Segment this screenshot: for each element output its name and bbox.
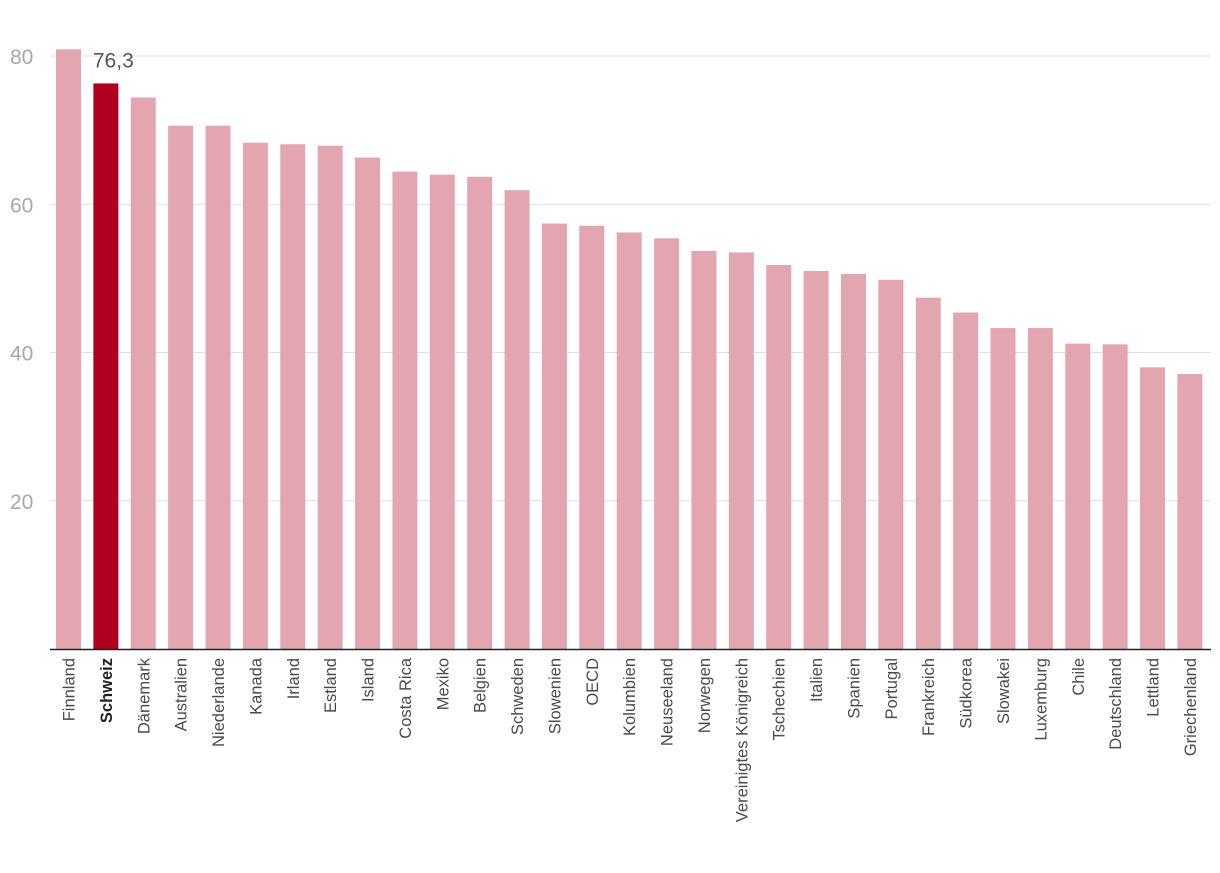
x-tick-label: OECD [584,658,602,706]
x-tick-label: Vereinigtes Königreich [733,658,751,822]
bar [616,232,642,650]
x-tick-label: Lettland [1145,658,1163,717]
x-tick-label: Kolumbien [621,658,639,736]
y-tick-label: 60 [10,194,33,217]
bar [1102,344,1128,649]
bar [654,238,680,649]
bar [1027,328,1053,649]
bar [168,125,194,650]
bar [317,145,343,649]
bar [242,142,268,649]
bar [392,171,418,649]
bar [93,83,119,649]
x-tick-label: Mexiko [434,658,452,710]
bar [579,225,605,649]
x-tick-label: Spanien [845,658,863,719]
bar [953,312,979,649]
x-tick-label: Dänemark [135,657,153,734]
bar [1140,367,1166,649]
data-label: 76,3 [93,49,134,72]
bar [504,190,530,649]
x-tick-label: Italien [808,658,826,702]
x-tick-label: Finnland [61,658,79,721]
bar [1177,373,1203,649]
x-tick-label: Irland [285,658,303,699]
x-tick-label: Deutschland [1107,658,1125,750]
bar [728,252,754,649]
bar [355,157,381,649]
bar [1065,343,1091,649]
x-tick-label: Schweiz [98,658,116,723]
bar [766,265,792,649]
x-tick-label: Belgien [472,658,490,713]
x-tick-label: Luxemburg [1032,658,1050,741]
bar [56,49,81,650]
bar [803,270,829,649]
x-tick-label: Chile [1070,658,1088,696]
x-tick-label: Frankreich [920,658,938,736]
bar [915,297,941,649]
y-tick-label: 20 [10,491,33,514]
bar [429,174,455,649]
bar [467,176,493,650]
x-tick-label: Slowenien [546,658,564,734]
y-tick-label: 80 [10,46,33,69]
bar [280,144,306,650]
x-tick-label: Südkorea [958,657,976,728]
bar [840,273,866,649]
x-tick-label: Schweden [509,658,527,735]
bar [691,250,717,650]
x-tick-label: Costa Rica [397,657,415,739]
y-tick-label: 40 [10,343,33,366]
x-tick-label: Tschechien [771,658,789,741]
bar [130,97,156,649]
bar [990,328,1016,649]
bar [541,223,567,649]
x-tick-label: Griechenland [1182,658,1200,756]
x-tick-label: Norwegen [696,658,714,733]
bar [205,125,231,650]
x-tick-label: Kanada [247,657,265,715]
x-tick-label: Slowakei [995,658,1013,724]
x-tick-label: Portugal [883,658,901,719]
x-tick-label: Australien [173,658,191,731]
bar [878,279,904,649]
x-tick-label: Niederlande [210,658,228,747]
x-tick-label: Estland [322,658,340,713]
x-tick-label: Island [360,658,378,702]
x-tick-label: Neuseeland [659,658,677,746]
